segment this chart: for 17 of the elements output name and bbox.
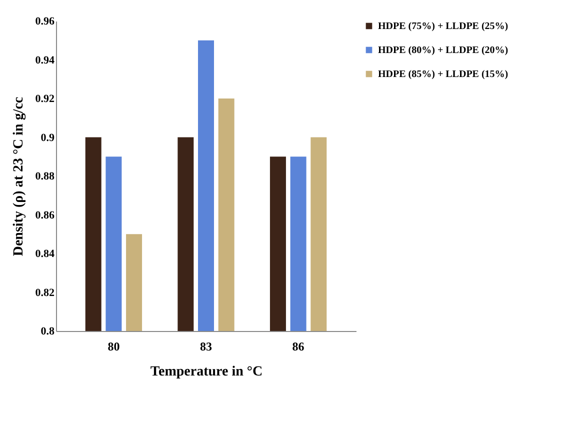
x-tick-label: 83	[200, 340, 212, 354]
y-tick-label: 0.86	[35, 209, 55, 222]
y-tick-label: 0.88	[35, 170, 55, 182]
legend-label: HDPE (75%) + LLDPE (25%)	[378, 21, 508, 32]
y-tick-label: 0.94	[35, 54, 55, 66]
legend-label: HDPE (85%) + LLDPE (15%)	[378, 69, 508, 80]
x-tick-label: 80	[108, 340, 120, 354]
y-tick-label: 0.82	[35, 286, 55, 299]
x-tick-label: 86	[292, 340, 304, 354]
y-tick-label: 0.8	[40, 326, 55, 338]
y-tick-label: 0.84	[35, 248, 55, 260]
y-tick-label: 0.92	[35, 93, 55, 105]
y-axis-title: Density (ρ) at 23 °C in g/cc	[11, 96, 26, 256]
x-axis-title: Temperature in °C	[150, 364, 263, 380]
y-tick-label: 0.96	[35, 16, 55, 28]
y-tick-label: 0.9	[40, 132, 55, 144]
legend-label: HDPE (80%) + LLDPE (20%)	[378, 45, 508, 56]
